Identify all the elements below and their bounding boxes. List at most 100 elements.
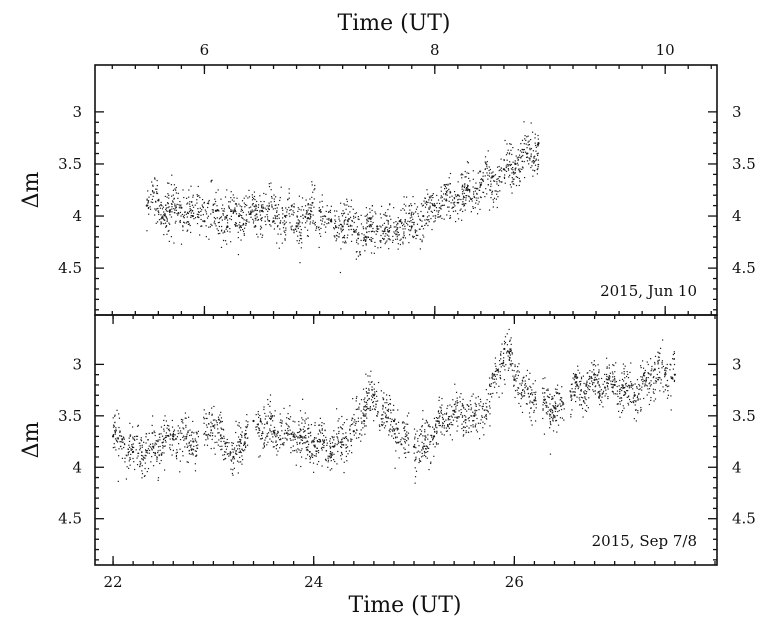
bottom-scatter-point bbox=[205, 413, 207, 415]
bottom-scatter-point bbox=[220, 427, 222, 429]
top-scatter-point bbox=[366, 213, 368, 215]
bottom-scatter-point bbox=[266, 433, 268, 435]
top-scatter-point bbox=[293, 203, 295, 205]
bottom-scatter-point bbox=[467, 431, 469, 433]
bottom-scatter-point bbox=[302, 437, 304, 439]
top-scatter-point bbox=[376, 228, 378, 230]
bottom-scatter-point bbox=[295, 435, 298, 437]
bottom-scatter-point bbox=[623, 394, 625, 396]
top-scatter-point bbox=[402, 237, 405, 239]
bottom-data-point bbox=[232, 455, 235, 459]
bottom-scatter-point bbox=[277, 437, 280, 439]
bottom-scatter-point bbox=[482, 421, 484, 423]
bottom-scatter-point bbox=[535, 407, 537, 409]
top-scatter-point bbox=[298, 208, 300, 210]
bottom-scatter-point bbox=[325, 459, 327, 462]
top-scatter-point bbox=[259, 214, 262, 216]
bottom-scatter-point bbox=[549, 403, 551, 405]
top-scatter-point bbox=[489, 189, 492, 191]
top-scatter-point bbox=[166, 219, 168, 221]
bottom-scatter-point bbox=[666, 367, 668, 369]
top-scatter-point bbox=[312, 191, 314, 193]
top-scatter-point bbox=[442, 193, 445, 195]
top-scatter-point bbox=[162, 217, 164, 219]
bottom-scatter-point bbox=[460, 408, 462, 411]
bottom-scatter-point bbox=[307, 432, 309, 434]
top-scatter-point bbox=[462, 174, 464, 176]
top-scatter-point bbox=[387, 223, 389, 225]
top-scatter-point bbox=[496, 166, 499, 168]
bottom-scatter-point bbox=[239, 440, 241, 443]
top-scatter-point bbox=[161, 208, 164, 210]
top-scatter-point bbox=[354, 212, 356, 215]
top-scatter-point bbox=[160, 201, 162, 204]
bottom-scatter-point bbox=[323, 445, 325, 447]
bottom-scatter-point bbox=[495, 370, 498, 372]
bottom-scatter-point bbox=[632, 384, 634, 386]
bottom-scatter-point bbox=[197, 436, 200, 438]
bottom-scatter-point bbox=[503, 343, 506, 345]
top-scatter-point bbox=[466, 172, 468, 174]
bottom-scatter-point bbox=[182, 422, 184, 424]
top-scatter-point bbox=[343, 242, 346, 244]
bottom-scatter-point bbox=[489, 385, 491, 387]
bottom-scatter-point bbox=[371, 396, 374, 398]
top-scatter-point bbox=[345, 242, 347, 244]
top-scatter-point bbox=[322, 206, 324, 208]
bottom-scatter-point bbox=[355, 400, 357, 402]
top-scatter-point bbox=[276, 242, 278, 244]
bottom-scatter-point bbox=[405, 433, 407, 435]
top-scatter-point bbox=[522, 149, 524, 151]
bottom-scatter-point bbox=[235, 431, 237, 434]
top-scatter-point bbox=[255, 204, 257, 206]
top-scatter-point bbox=[218, 225, 220, 228]
bottom-scatter-point bbox=[371, 381, 373, 383]
bottom-scatter-point bbox=[173, 430, 175, 433]
bottom-scatter-point bbox=[579, 399, 581, 401]
top-scatter-point bbox=[285, 216, 287, 218]
bottom-scatter-point bbox=[477, 422, 480, 424]
top-scatter-point bbox=[320, 235, 322, 237]
top-scatter-point bbox=[449, 196, 451, 198]
bottom-scatter-point bbox=[229, 452, 231, 454]
top-scatter-point bbox=[198, 214, 200, 216]
bottom-scatter-point bbox=[126, 466, 128, 468]
top-scatter-point bbox=[229, 201, 231, 203]
bottom-scatter-point bbox=[340, 455, 342, 457]
bottom-scatter-point bbox=[572, 391, 574, 393]
top-scatter-point bbox=[388, 248, 390, 250]
bottom-scatter-point bbox=[414, 482, 416, 484]
bottom-scatter-point bbox=[272, 436, 274, 438]
bottom-scatter-point bbox=[234, 452, 237, 454]
top-scatter-point bbox=[426, 202, 428, 204]
top-scatter-point bbox=[254, 225, 256, 227]
top-scatter-point bbox=[438, 210, 440, 212]
bottom-scatter-point bbox=[423, 443, 425, 445]
bottom-scatter-point bbox=[118, 417, 121, 419]
top-scatter-point bbox=[343, 220, 346, 222]
bottom-scatter-point bbox=[571, 398, 573, 400]
bottom-scatter-point bbox=[244, 436, 246, 438]
top-scatter-point bbox=[404, 221, 406, 223]
bottom-scatter-point bbox=[386, 394, 388, 396]
bottom-scatter-point bbox=[176, 451, 179, 454]
bottom-scatter-point bbox=[520, 393, 522, 395]
bottom-scatter-point bbox=[485, 417, 487, 420]
top-scatter-point bbox=[273, 198, 275, 200]
bottom-scatter-point bbox=[648, 373, 650, 375]
bottom-scatter-point bbox=[598, 395, 600, 397]
bottom-scatter-point bbox=[353, 414, 355, 416]
bottom-scatter-point bbox=[657, 351, 659, 353]
top-scatter-point bbox=[242, 222, 245, 225]
bottom-scatter-point bbox=[245, 420, 247, 422]
bottom-scatter-point bbox=[381, 421, 383, 423]
bottom-scatter-point bbox=[321, 449, 323, 451]
bottom-scatter-point bbox=[532, 383, 534, 385]
bottom-scatter-point bbox=[139, 460, 141, 463]
bottom-scatter-point bbox=[194, 438, 196, 440]
top-scatter-point bbox=[174, 222, 176, 224]
top-scatter-point bbox=[338, 233, 340, 235]
top-scatter-point bbox=[491, 172, 493, 174]
bottom-scatter-point bbox=[639, 388, 641, 390]
bottom-scatter-point bbox=[543, 399, 545, 401]
